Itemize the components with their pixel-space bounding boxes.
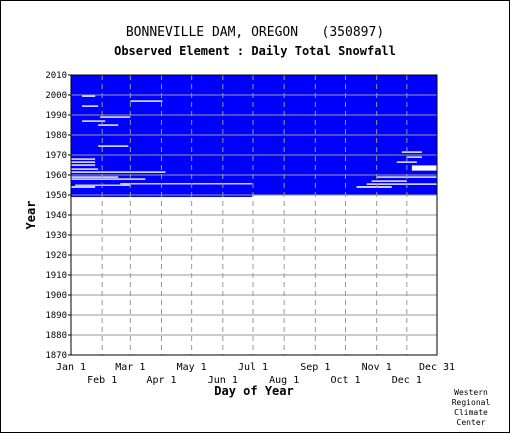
data-gap <box>75 184 131 186</box>
x-tick-label: Aug 1 <box>269 375 299 386</box>
y-tick-label: 1890 <box>45 311 67 321</box>
wrcc-credit: Western Regional Climate Center <box>447 388 495 428</box>
data-gap <box>82 120 106 122</box>
chart-title: BONNEVILLE DAM, OREGON (350897) <box>125 25 385 40</box>
credit-line: Regional <box>451 398 491 407</box>
x-tick-label: Feb 1 <box>87 375 117 386</box>
data-gap <box>71 161 96 163</box>
y-tick-label: 1970 <box>45 151 67 161</box>
credit-line: Center <box>456 418 486 427</box>
credit-line: Climate <box>454 408 488 417</box>
y-tick-label: 1940 <box>45 211 67 221</box>
data-gap <box>71 158 96 160</box>
data-gap <box>100 116 131 118</box>
data-gap <box>401 151 422 153</box>
data-gap <box>71 178 146 180</box>
data-gap <box>411 165 437 171</box>
data-gap <box>71 186 96 188</box>
data-gap <box>366 183 437 185</box>
data-gaps <box>71 95 437 188</box>
y-tick-label: 1880 <box>45 331 67 341</box>
data-gap <box>82 105 99 107</box>
data-gap <box>98 145 129 147</box>
data-gap <box>396 161 417 163</box>
x-tick-label: Jun 1 <box>208 375 238 386</box>
y-tick-label: 1900 <box>45 291 67 301</box>
x-tick-label: Dec 31 <box>419 362 455 373</box>
y-tick-label: 1920 <box>45 251 67 261</box>
y-tick-label: 1960 <box>45 171 67 181</box>
data-gap <box>356 186 392 188</box>
grid-lines <box>71 74 437 356</box>
data-gap <box>71 168 99 170</box>
credit-line: Western <box>454 388 488 397</box>
x-axis-label: Day of Year <box>214 384 293 398</box>
x-tick-label: Dec 1 <box>392 375 422 386</box>
data-gap <box>120 183 252 185</box>
y-tick-label: 2010 <box>45 71 67 81</box>
y-tick-label: 1980 <box>45 131 67 141</box>
y-tick-label: 1910 <box>45 271 67 281</box>
chart-subtitle: Observed Element : Daily Total Snowfall <box>114 44 396 58</box>
y-tick-label: 1990 <box>45 111 67 121</box>
y-tick-label: 2000 <box>45 91 67 101</box>
y-tick-label: 1950 <box>45 191 67 201</box>
x-tick-label: Sep 1 <box>300 362 330 373</box>
data-gap <box>71 171 166 173</box>
y-axis-label: Year <box>24 201 38 230</box>
data-gap <box>371 180 407 182</box>
y-tick-label: 1930 <box>45 231 67 241</box>
x-tick-label: Oct 1 <box>330 375 360 386</box>
data-gap <box>71 176 119 178</box>
y-tick-labels: 1870 1880 1890 1900 1910 1920 1930 1940 1950 1960… <box>45 71 71 361</box>
x-tick-label: Nov 1 <box>362 362 392 373</box>
x-tick-label: Jan 1 <box>56 362 86 373</box>
data-gap <box>82 95 96 97</box>
x-tick-label: Apr 1 <box>146 375 176 386</box>
x-tick-label: Mar 1 <box>115 362 145 373</box>
x-tick-labels: Jan 1 Mar 1 May 1 Jul 1 Sep 1 Nov 1 Dec 31 Feb … <box>56 362 455 386</box>
data-gap <box>71 164 96 166</box>
y-tick-label: 1870 <box>45 351 67 361</box>
x-tick-label: May 1 <box>177 362 207 373</box>
data-gap <box>406 156 422 158</box>
data-gap <box>130 100 163 102</box>
data-gap <box>98 124 119 126</box>
x-tick-label: Jul 1 <box>238 362 268 373</box>
